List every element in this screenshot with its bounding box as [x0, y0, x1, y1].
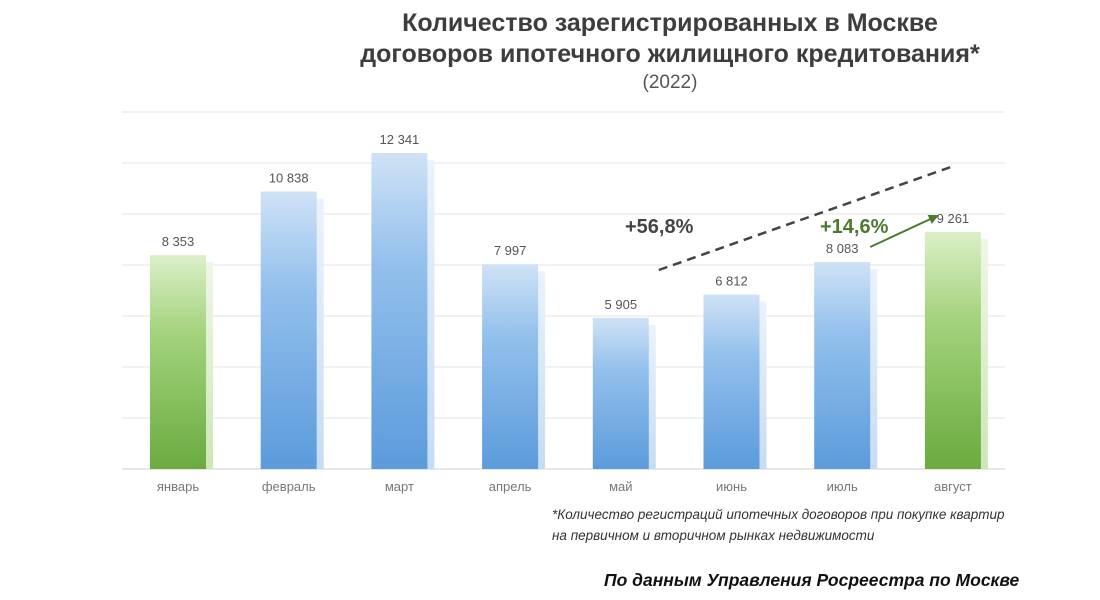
footnote-line2: на первичном и вторичном рынках недвижим…: [552, 528, 875, 543]
value-labels: 8 353 10 838 12 341 7 997 5 905 6 812 8 083 9 2…: [162, 132, 969, 312]
category-label-1: январь: [157, 479, 199, 494]
chart-subtitle: (2022): [642, 72, 698, 93]
bar-3: [371, 153, 428, 469]
value-label-5: 5 905: [605, 297, 638, 312]
bar-6: [703, 294, 760, 469]
category-label-2: февраль: [262, 479, 316, 494]
category-label-7: июль: [827, 479, 858, 494]
bar-4: [482, 264, 539, 469]
category-label-6: июнь: [716, 479, 747, 494]
chart-title-line2: договоров ипотечного жилищного кредитова…: [360, 40, 980, 68]
footnote: *Количество регистраций ипотечных догово…: [552, 504, 1072, 546]
annotations: +56,8% +14,6%: [625, 165, 952, 272]
value-label-3: 12 341: [380, 132, 420, 147]
value-label-6: 6 812: [715, 274, 748, 289]
bar-7: [814, 262, 871, 469]
value-label-1: 8 353: [162, 234, 195, 249]
source-note: По данным Управления Росреестра по Москв…: [604, 570, 1020, 590]
annotation-1: +56,8%: [625, 216, 694, 238]
value-label-7: 8 083: [826, 241, 859, 256]
category-labels: январь февраль март апрель май июнь июль август: [157, 479, 972, 494]
value-label-8: 9 261: [937, 211, 970, 226]
bar-8: [924, 231, 981, 469]
bar-1: [150, 255, 206, 469]
bars: [150, 153, 988, 470]
category-label-3: март: [385, 479, 414, 494]
annotation-2: +14,6%: [820, 216, 889, 238]
category-label-5: май: [609, 479, 632, 494]
growth-arrow: [869, 214, 939, 248]
trend-line: [658, 165, 952, 272]
chart-title: Количество зарегистрированных в Москве д…: [0, 8, 1100, 70]
bar-5: [592, 317, 649, 469]
chart-title-line1: Количество зарегистрированных в Москве: [402, 9, 938, 37]
bar-2: [260, 191, 317, 470]
footnote-line1: *Количество регистраций ипотечных догово…: [552, 507, 1005, 522]
category-label-4: апрель: [489, 479, 532, 494]
category-label-8: август: [934, 479, 972, 494]
value-label-4: 7 997: [494, 243, 527, 258]
value-label-2: 10 838: [269, 170, 309, 185]
